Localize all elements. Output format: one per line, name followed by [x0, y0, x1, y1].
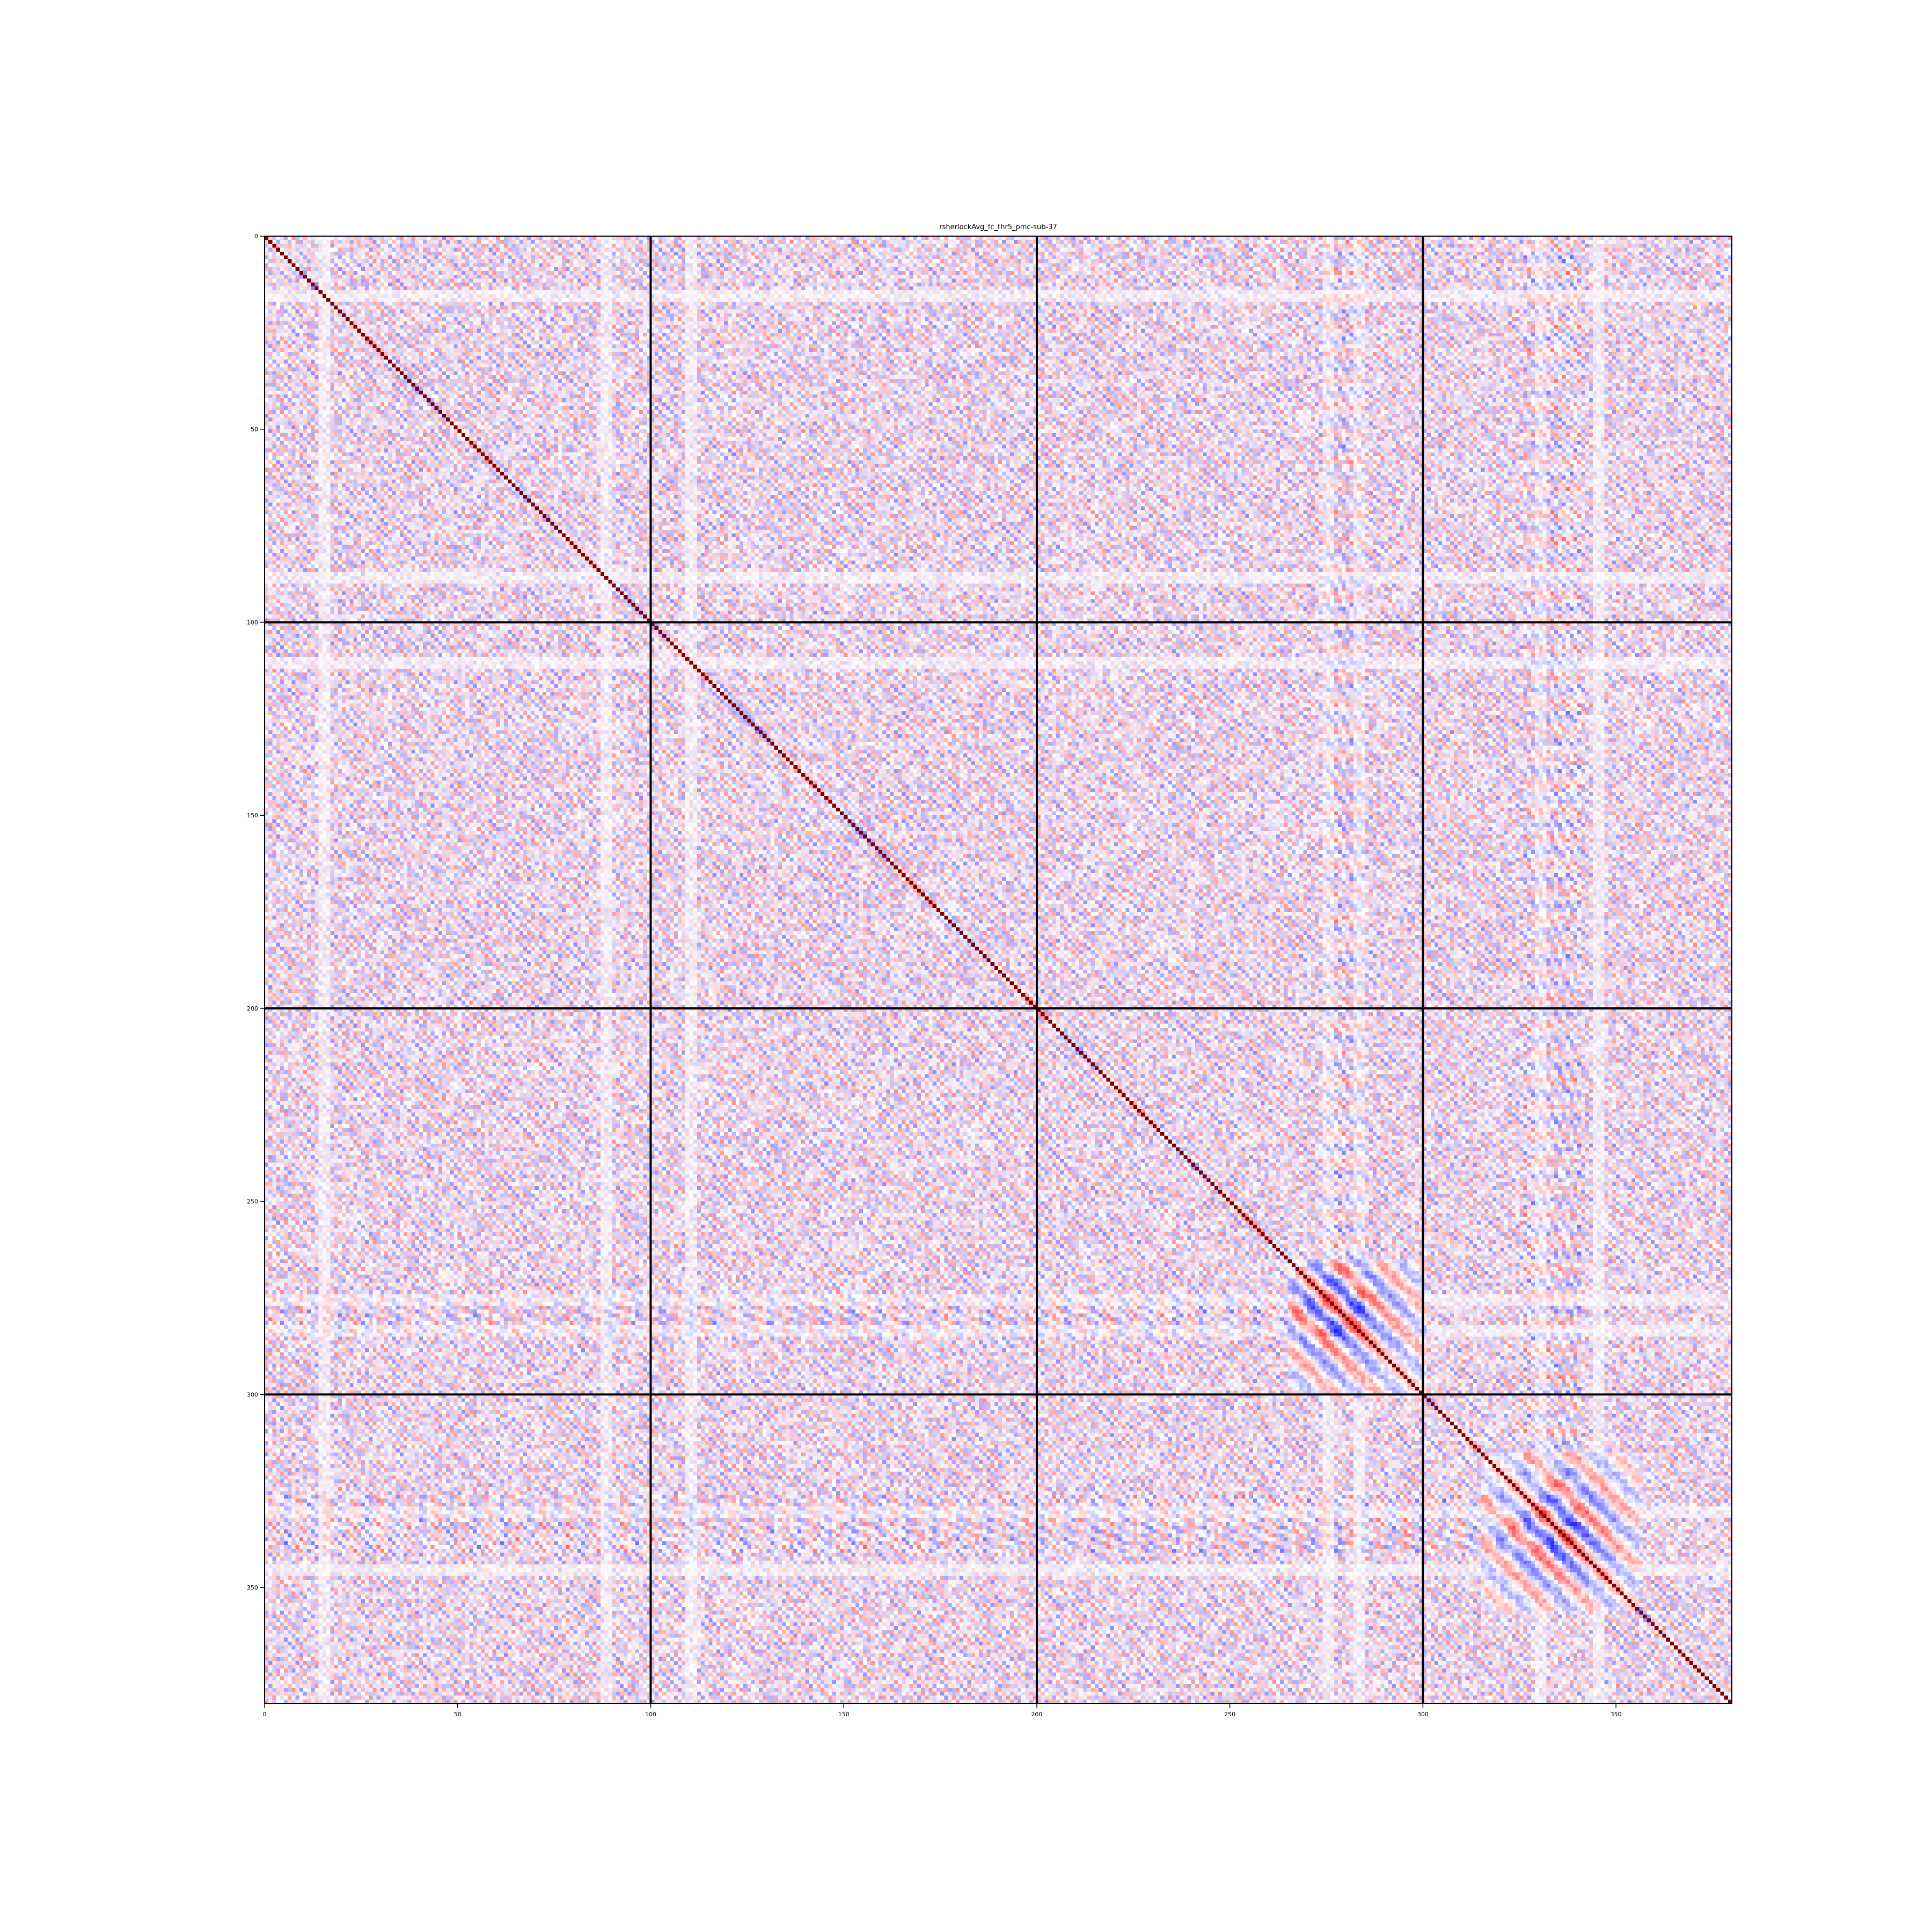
x-tick-label: 50	[454, 1711, 462, 1718]
y-tick-label: 150	[247, 812, 258, 819]
x-axis: 0 50 100 150 200 250 300 350	[263, 1703, 1622, 1718]
x-tick-label: 250	[1224, 1711, 1235, 1718]
y-tick-label: 100	[247, 619, 258, 626]
y-tick-label: 0	[254, 233, 258, 240]
y-axis: 0 50 100 150 200 250 300 350	[247, 233, 265, 1591]
x-tick-label: 150	[838, 1711, 850, 1718]
y-tick-label: 300	[247, 1391, 258, 1398]
block-boundary-lines	[265, 236, 1732, 1703]
y-tick-label: 200	[247, 1005, 258, 1012]
y-tick-label: 250	[247, 1198, 258, 1205]
x-tick-label: 100	[645, 1711, 656, 1718]
y-tick-label: 50	[251, 426, 258, 433]
x-tick-label: 350	[1611, 1711, 1622, 1718]
axes-frame	[264, 236, 1732, 1704]
x-tick-label: 0	[263, 1711, 267, 1718]
x-tick-label: 300	[1417, 1711, 1429, 1718]
chart-title: rsherlockAvg_fc_thr5_pmc-sub-37	[939, 223, 1057, 231]
heatmap-matrix	[265, 236, 1732, 1703]
x-tick-label: 200	[1031, 1711, 1042, 1718]
y-tick-label: 350	[247, 1584, 258, 1591]
